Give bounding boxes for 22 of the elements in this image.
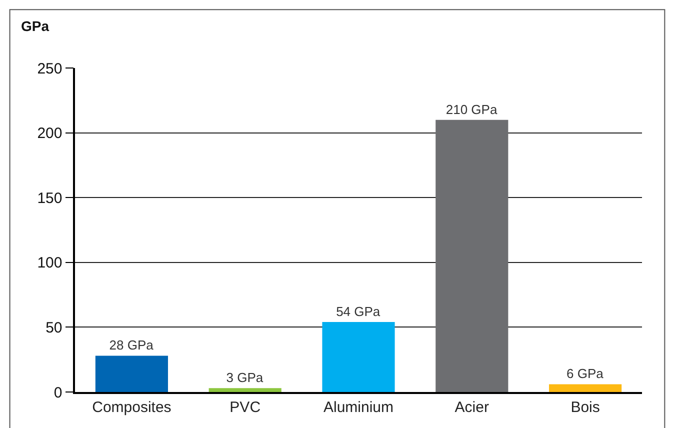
bar xyxy=(436,120,508,392)
y-tick-label: 250 xyxy=(37,60,62,78)
data-label: 210 GPa xyxy=(446,102,498,117)
x-tick-label: Composites xyxy=(92,398,172,416)
y-tick-label: 200 xyxy=(37,125,62,142)
data-label: 3 GPa xyxy=(226,370,264,386)
x-tick-label: Aluminium xyxy=(323,398,394,416)
y-axis-title: GPa xyxy=(21,18,50,34)
x-tick-label: Bois xyxy=(570,398,600,416)
y-tick-label: 150 xyxy=(37,190,62,207)
x-tick-label: PVC xyxy=(230,398,261,416)
data-label: 54 GPa xyxy=(336,304,381,320)
bar xyxy=(322,322,395,392)
y-tick-label: 0 xyxy=(54,384,62,402)
bar xyxy=(549,384,622,392)
x-tick-label: Acier xyxy=(454,398,489,416)
bar xyxy=(95,356,168,392)
y-tick-label: 100 xyxy=(37,254,62,272)
y-tick-label: 50 xyxy=(46,319,62,336)
bar xyxy=(208,388,282,392)
data-label: 28 GPa xyxy=(109,338,154,353)
data-label: 6 GPa xyxy=(566,366,604,382)
